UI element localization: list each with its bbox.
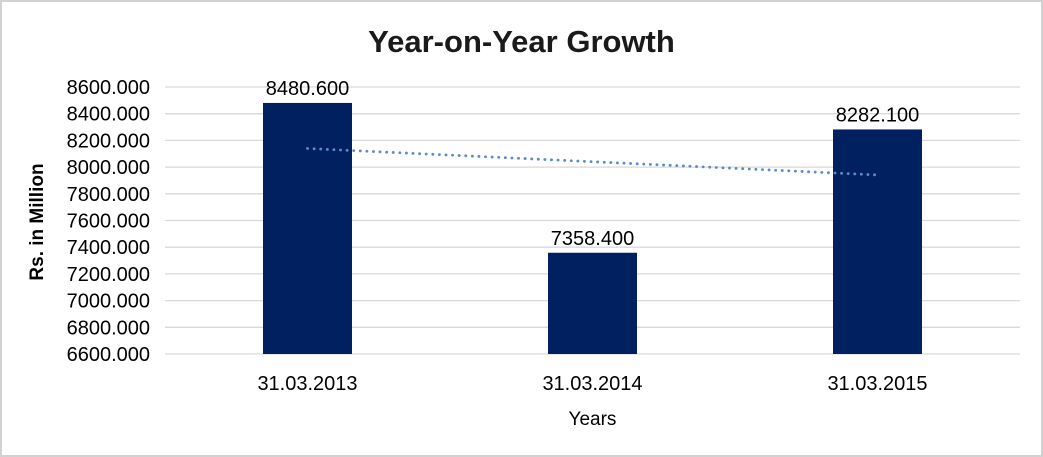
bar — [548, 252, 637, 354]
x-tick-label: 31.03.2013 — [257, 373, 357, 395]
bar-value-label: 7358.400 — [551, 228, 634, 250]
y-tick-label: 7200.000 — [67, 264, 150, 286]
bar-value-label: 8480.600 — [266, 78, 349, 100]
bar — [263, 102, 352, 354]
y-tick-label: 6800.000 — [67, 317, 150, 339]
y-tick-label: 8200.000 — [67, 130, 150, 152]
x-tick-label: 31.03.2015 — [827, 373, 927, 395]
y-tick-label: 8000.000 — [67, 157, 150, 179]
x-axis-title: Years — [568, 409, 617, 430]
y-tick-label: 7400.000 — [67, 237, 150, 259]
y-tick-label: 8400.000 — [67, 104, 150, 126]
chart-title: Year-on-Year Growth — [368, 24, 675, 59]
bar-value-label: 8282.100 — [836, 104, 919, 126]
x-tick-label: 31.03.2014 — [542, 373, 642, 395]
y-tick-label: 7600.000 — [67, 211, 150, 233]
y-tick-label: 8600.000 — [67, 77, 150, 99]
trendline — [306, 147, 879, 177]
y-tick-label: 7800.000 — [67, 184, 150, 206]
y-tick-label: 7000.000 — [67, 291, 150, 313]
bar — [833, 129, 922, 354]
y-tick-label: 6600.000 — [67, 344, 150, 366]
